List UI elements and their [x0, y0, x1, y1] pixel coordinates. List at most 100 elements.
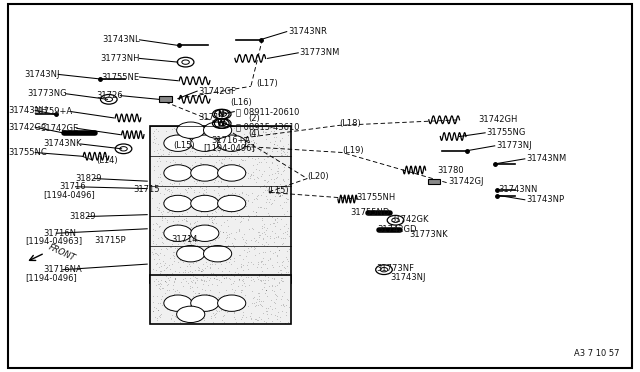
- Point: [196, 165, 207, 171]
- Point: [152, 307, 163, 313]
- Point: [196, 303, 207, 309]
- Point: [200, 315, 210, 321]
- Point: [216, 176, 226, 182]
- Point: [178, 259, 188, 264]
- Point: [173, 177, 184, 183]
- Point: [276, 296, 287, 302]
- Point: [210, 254, 220, 260]
- Point: [276, 262, 287, 268]
- Point: [211, 131, 221, 137]
- Point: [234, 161, 244, 167]
- Point: [161, 301, 171, 307]
- Point: [162, 246, 172, 252]
- Point: [173, 241, 183, 247]
- Point: [246, 138, 256, 144]
- Point: [259, 177, 269, 183]
- Point: [248, 235, 259, 241]
- Point: [251, 209, 261, 215]
- Point: [231, 229, 241, 235]
- Point: [154, 307, 164, 313]
- Point: [162, 187, 172, 193]
- Point: [154, 207, 164, 213]
- Point: [234, 226, 244, 232]
- Point: [220, 308, 230, 314]
- Point: [284, 304, 294, 310]
- Point: [258, 256, 268, 262]
- Point: [218, 314, 228, 320]
- Point: [186, 126, 196, 132]
- Point: [282, 263, 292, 269]
- Point: [268, 141, 278, 147]
- Point: [197, 277, 207, 283]
- Point: [222, 208, 232, 214]
- Point: [188, 273, 198, 279]
- Point: [184, 129, 195, 135]
- Point: [186, 167, 196, 173]
- Point: [182, 263, 192, 269]
- Point: [248, 208, 258, 214]
- Point: [198, 200, 208, 206]
- Point: [228, 125, 239, 131]
- Point: [239, 170, 250, 176]
- Point: [150, 282, 161, 288]
- Point: [174, 269, 184, 275]
- Point: [256, 159, 266, 165]
- Point: [164, 255, 175, 261]
- Point: [221, 196, 231, 202]
- Point: [223, 242, 234, 248]
- Point: [193, 267, 203, 273]
- Point: [154, 270, 164, 276]
- Point: [259, 283, 269, 289]
- Point: [173, 259, 183, 265]
- Point: [204, 216, 214, 222]
- Point: [205, 307, 216, 313]
- Point: [279, 211, 289, 217]
- Point: [218, 319, 228, 325]
- Point: [184, 271, 195, 277]
- Point: [192, 275, 202, 280]
- Point: [209, 237, 220, 243]
- Point: [253, 167, 264, 173]
- Point: [210, 135, 220, 141]
- Point: [269, 128, 279, 134]
- Circle shape: [191, 195, 219, 212]
- Point: [270, 193, 280, 199]
- Point: [269, 235, 279, 241]
- Point: [152, 315, 162, 321]
- Point: [214, 308, 224, 314]
- Text: FRONT: FRONT: [47, 243, 77, 263]
- Point: [185, 258, 195, 264]
- Point: [218, 208, 228, 214]
- Point: [207, 151, 218, 157]
- Point: [203, 234, 213, 240]
- Point: [229, 310, 239, 316]
- Point: [185, 184, 195, 190]
- Point: [155, 158, 165, 164]
- Point: [151, 220, 161, 226]
- Point: [151, 261, 161, 267]
- Point: [211, 209, 221, 215]
- Point: [154, 224, 164, 230]
- Point: [219, 297, 229, 303]
- Point: [218, 199, 228, 205]
- Point: [272, 219, 282, 225]
- Point: [255, 278, 265, 283]
- Point: [204, 214, 214, 220]
- Point: [259, 182, 269, 188]
- Point: [234, 228, 244, 234]
- Point: [267, 214, 277, 220]
- Point: [232, 206, 243, 212]
- Point: [189, 280, 200, 286]
- Point: [196, 141, 207, 147]
- Point: [247, 301, 257, 307]
- Point: [214, 200, 225, 206]
- Point: [252, 296, 262, 302]
- Point: [164, 151, 175, 157]
- Point: [250, 156, 260, 162]
- Point: [156, 311, 166, 317]
- Point: [252, 259, 262, 265]
- Point: [271, 175, 282, 181]
- Point: [244, 131, 255, 137]
- Text: 31743NJ: 31743NJ: [24, 70, 60, 79]
- Point: [154, 185, 164, 191]
